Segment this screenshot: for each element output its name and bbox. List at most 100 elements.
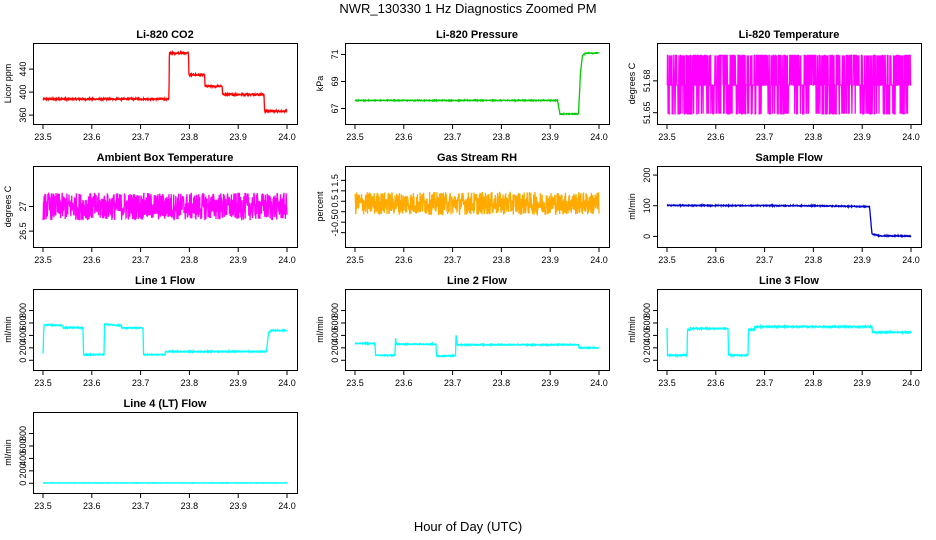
y-tick-label: 800 <box>330 303 340 318</box>
x-tick-label: 23.5 <box>346 132 364 142</box>
y-tick-label: 67 <box>330 104 340 114</box>
y-tick-label: 360 <box>18 108 28 123</box>
y-tick-label: 800 <box>642 303 652 318</box>
x-tick-label: 23.9 <box>229 501 247 511</box>
x-tick-label: 23.7 <box>756 378 774 388</box>
x-tick-label: 23.6 <box>83 132 101 142</box>
y-axis-label: Licor ppm <box>3 64 13 104</box>
x-tick-label: 23.6 <box>83 378 101 388</box>
chart-panel-6: Sample Flow 23.5 23.6 23.7 23.8 23.9 24.0 0 100 2… <box>627 152 922 265</box>
x-tick-label: 23.8 <box>181 255 199 265</box>
chart-panel-1: Li-820 CO2 23.5 23.6 23.7 23.8 23.9 24.0 360 400… <box>3 29 298 142</box>
y-axis-label: ml/min <box>627 316 637 343</box>
y-tick-label: 400 <box>330 328 340 343</box>
y-axis-label: ml/min <box>3 439 13 466</box>
y-tick-label: -0.5 <box>330 214 340 230</box>
y-tick-label: 71 <box>330 49 340 59</box>
y-tick-label: 100 <box>642 198 652 213</box>
chart-frame <box>33 289 298 371</box>
y-tick-label: 200 <box>18 463 28 478</box>
x-tick-label: 24.0 <box>278 501 296 511</box>
y-axis-label: ml/min <box>3 316 13 343</box>
y-axis-label: degrees C <box>627 62 637 104</box>
x-tick-label: 23.5 <box>34 501 52 511</box>
chart-panel-2: Li-820 Pressure 23.5 23.6 23.7 23.8 23.9 24.0 6… <box>315 29 610 142</box>
x-tick-label: 23.7 <box>756 255 774 265</box>
y-tick-label: 26.5 <box>18 222 28 240</box>
x-tick-label: 24.0 <box>590 255 608 265</box>
series-line <box>354 335 600 358</box>
x-tick-label: 23.8 <box>805 378 823 388</box>
x-tick-label: 23.7 <box>132 501 150 511</box>
chart-panel-9: Line 3 Flow 23.5 23.6 23.7 23.8 23.9 24.0 0 2004… <box>627 275 922 388</box>
chart-title: Li-820 CO2 <box>136 29 193 41</box>
x-tick-label: 23.7 <box>132 378 150 388</box>
y-tick-label: 800 <box>18 426 28 441</box>
chart-panel-3: Li-820 Temperature 23.5 23.6 23.7 23.8 23.9 24… <box>627 29 922 142</box>
chart-frame <box>33 412 298 494</box>
x-tick-label: 23.7 <box>756 132 774 142</box>
chart-frame <box>657 166 922 248</box>
x-tick-label: 24.0 <box>278 255 296 265</box>
y-tick-label: 0 <box>330 358 340 363</box>
chart-title: Li-820 Temperature <box>739 29 840 41</box>
x-tick-label: 24.0 <box>278 378 296 388</box>
x-tick-label: 23.8 <box>493 132 511 142</box>
y-tick-label: 440 <box>18 62 28 77</box>
chart-title: Line 1 Flow <box>135 275 195 287</box>
y-tick-label: 51.65 <box>642 101 652 124</box>
series-line <box>42 49 288 115</box>
y-tick-label: 1 <box>330 188 340 193</box>
chart-panel-5: Gas Stream RH 23.5 23.6 23.7 23.8 23.9 24.0 -1-… <box>315 152 610 265</box>
x-tick-label: 23.8 <box>805 132 823 142</box>
x-tick-label: 24.0 <box>902 255 920 265</box>
y-tick-label: 400 <box>18 85 28 100</box>
y-tick-label: 200 <box>330 340 340 355</box>
chart-title: Sample Flow <box>755 152 823 164</box>
series-line <box>666 54 912 115</box>
y-tick-label: 0 <box>642 234 652 239</box>
chart-title: Ambient Box Temperature <box>97 152 234 164</box>
chart-panel-7: Line 1 Flow 23.5 23.6 23.7 23.8 23.9 24.0 0 2004… <box>3 275 298 388</box>
chart-frame <box>345 289 610 371</box>
y-tick-label: -1 <box>330 229 340 237</box>
x-tick-label: 23.9 <box>229 255 247 265</box>
x-tick-label: 24.0 <box>278 132 296 142</box>
x-tick-label: 23.7 <box>132 255 150 265</box>
chart-frame <box>345 43 610 125</box>
y-axis-label: degrees C <box>3 185 13 227</box>
x-tick-label: 23.5 <box>346 378 364 388</box>
chart-panel-4: Ambient Box Temperature 23.5 23.6 23.7 23.8 2… <box>3 152 298 265</box>
x-tick-label: 23.9 <box>541 255 559 265</box>
x-tick-label: 23.5 <box>34 132 52 142</box>
y-tick-label: 200 <box>18 340 28 355</box>
chart-panel-10: Line 4 (LT) Flow 23.5 23.6 23.7 23.8 23.9 24.0… <box>3 398 298 511</box>
x-tick-label: 23.9 <box>853 132 871 142</box>
chart-title: Line 4 (LT) Flow <box>124 398 207 410</box>
x-tick-label: 24.0 <box>590 378 608 388</box>
chart-frame <box>657 289 922 371</box>
x-tick-label: 23.9 <box>541 132 559 142</box>
chart-panel-8: Line 2 Flow 23.5 23.6 23.7 23.8 23.9 24.0 0 2004… <box>315 275 610 388</box>
y-tick-label: 600 <box>18 315 28 330</box>
y-tick-label: 51.68 <box>642 70 652 93</box>
series-line <box>666 202 912 239</box>
y-tick-label: 27 <box>18 201 28 211</box>
x-tick-label: 23.7 <box>444 378 462 388</box>
x-tick-label: 23.6 <box>83 501 101 511</box>
y-tick-label: 400 <box>18 328 28 343</box>
x-tick-label: 24.0 <box>902 132 920 142</box>
chart-frame <box>657 43 922 125</box>
y-axis-label: percent <box>315 191 325 222</box>
x-tick-label: 23.5 <box>34 255 52 265</box>
y-tick-label: 1.5 <box>330 174 340 187</box>
y-tick-label: 400 <box>18 451 28 466</box>
x-tick-label: 23.5 <box>346 255 364 265</box>
x-tick-label: 24.0 <box>902 378 920 388</box>
x-tick-label: 23.7 <box>444 255 462 265</box>
x-tick-label: 23.6 <box>707 255 725 265</box>
x-tick-label: 24.0 <box>590 132 608 142</box>
x-tick-label: 23.8 <box>181 132 199 142</box>
x-tick-label: 23.9 <box>229 132 247 142</box>
